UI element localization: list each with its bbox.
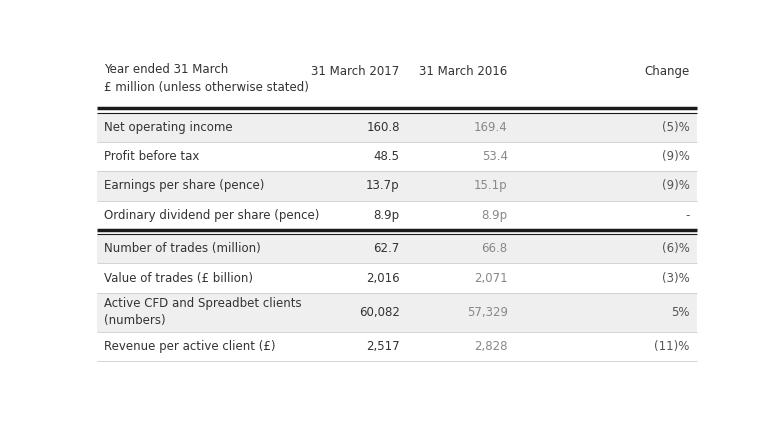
- Text: (11)%: (11)%: [654, 340, 690, 353]
- Text: (3)%: (3)%: [662, 272, 690, 285]
- Bar: [97, 171, 697, 200]
- Text: 2,016: 2,016: [366, 272, 399, 285]
- Text: Ordinary dividend per share (pence): Ordinary dividend per share (pence): [104, 209, 320, 222]
- Text: 2,071: 2,071: [474, 272, 508, 285]
- Text: 60,082: 60,082: [359, 306, 399, 319]
- Text: 15.1p: 15.1p: [474, 179, 508, 192]
- Text: 8.9p: 8.9p: [374, 209, 399, 222]
- Text: Year ended 31 March: Year ended 31 March: [104, 64, 228, 76]
- Text: (6)%: (6)%: [662, 242, 690, 255]
- Text: Number of trades (million): Number of trades (million): [104, 242, 261, 255]
- Text: 31 March 2017: 31 March 2017: [311, 65, 399, 78]
- Bar: [97, 292, 697, 332]
- Text: (9)%: (9)%: [662, 150, 690, 163]
- Bar: [97, 113, 697, 142]
- Text: (5)%: (5)%: [662, 121, 690, 134]
- Text: 2,828: 2,828: [474, 340, 508, 353]
- Text: 5%: 5%: [671, 306, 690, 319]
- Text: (9)%: (9)%: [662, 179, 690, 192]
- Text: 2,517: 2,517: [366, 340, 399, 353]
- Text: £ million (unless otherwise stated): £ million (unless otherwise stated): [104, 81, 309, 94]
- Text: Earnings per share (pence): Earnings per share (pence): [104, 179, 265, 192]
- Text: (numbers): (numbers): [104, 314, 166, 327]
- Text: 53.4: 53.4: [481, 150, 508, 163]
- Text: 62.7: 62.7: [373, 242, 399, 255]
- Text: 8.9p: 8.9p: [481, 209, 508, 222]
- Text: -: -: [685, 209, 690, 222]
- Text: 66.8: 66.8: [481, 242, 508, 255]
- Bar: [97, 234, 697, 264]
- Text: 169.4: 169.4: [474, 121, 508, 134]
- Text: Net operating income: Net operating income: [104, 121, 232, 134]
- Text: 13.7p: 13.7p: [366, 179, 399, 192]
- Text: Active CFD and Spreadbet clients: Active CFD and Spreadbet clients: [104, 297, 302, 310]
- Text: Profit before tax: Profit before tax: [104, 150, 200, 163]
- Text: Change: Change: [644, 65, 690, 78]
- Text: 31 March 2016: 31 March 2016: [420, 65, 508, 78]
- Text: 48.5: 48.5: [374, 150, 399, 163]
- Text: 57,329: 57,329: [467, 306, 508, 319]
- Text: 160.8: 160.8: [366, 121, 399, 134]
- Text: Revenue per active client (£): Revenue per active client (£): [104, 340, 276, 353]
- Text: Value of trades (£ billion): Value of trades (£ billion): [104, 272, 253, 285]
